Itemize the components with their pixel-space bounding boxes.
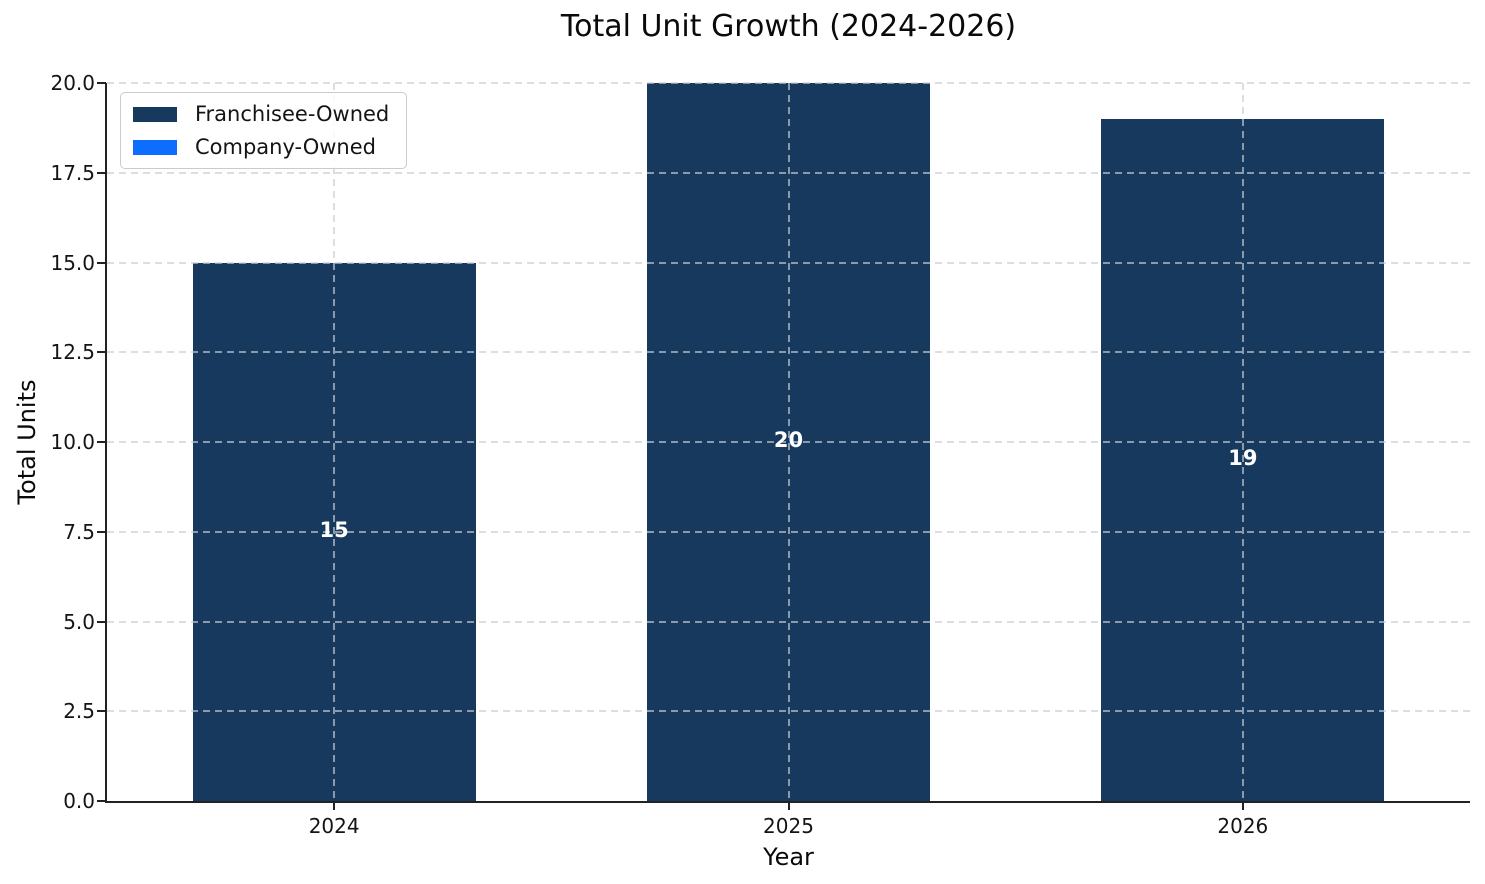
y-tick-label: 0.0 <box>63 789 95 813</box>
x-axis-label: Year <box>763 843 814 871</box>
y-tick-mark <box>97 710 106 713</box>
bar-value-label: 19 <box>1228 445 1258 470</box>
chart-title: Total Unit Growth (2024-2026) <box>560 9 1017 44</box>
bar-value-label: 20 <box>773 428 804 452</box>
y-tick-label: 7.5 <box>63 519 95 544</box>
y-tick-mark <box>97 82 106 84</box>
legend: Franchisee-Owned Company-Owned <box>120 92 408 169</box>
y-tick-label: 5.0 <box>63 609 95 634</box>
legend-label: Company-Owned <box>195 135 376 159</box>
x-tick-label: 2025 <box>763 814 814 838</box>
x-tick-mark <box>333 801 336 810</box>
legend-label: Franchisee-Owned <box>195 102 390 126</box>
y-tick-label: 20.0 <box>50 71 95 95</box>
x-tick-mark <box>1241 801 1244 810</box>
y-tick-label: 2.5 <box>63 699 95 724</box>
y-tick-mark <box>97 800 106 802</box>
gridline-v <box>787 83 790 801</box>
y-tick-mark <box>97 351 106 354</box>
y-tick-label: 10.0 <box>50 430 95 454</box>
y-tick-mark <box>97 261 106 264</box>
legend-item-company-owned: Company-Owned <box>133 135 389 159</box>
y-tick-label: 17.5 <box>50 160 95 185</box>
gridline-v <box>333 83 336 801</box>
legend-swatch-company-owned <box>133 139 177 155</box>
legend-swatch-franchisee-owned <box>133 106 177 122</box>
y-tick-mark <box>97 530 106 533</box>
gridline-v <box>1241 83 1244 801</box>
y-axis-spine <box>105 83 107 803</box>
y-tick-mark <box>97 171 106 174</box>
x-axis-spine <box>105 801 1470 803</box>
legend-item-franchisee-owned: Franchisee-Owned <box>133 102 389 126</box>
x-tick-mark <box>787 801 790 810</box>
plot-area: Franchisee-Owned Company-Owned 15 20 19 <box>107 82 1470 801</box>
y-tick-label: 12.5 <box>50 340 95 365</box>
y-tick-label: 15.0 <box>50 250 95 275</box>
x-tick-label: 2026 <box>1217 814 1269 838</box>
bar-value-label: 15 <box>319 517 349 542</box>
x-tick-label: 2024 <box>308 814 360 838</box>
y-tick-mark <box>97 441 106 443</box>
y-tick-mark <box>97 620 106 623</box>
